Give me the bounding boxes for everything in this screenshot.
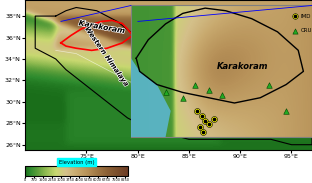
Point xyxy=(266,83,271,86)
Point xyxy=(197,125,202,128)
Point xyxy=(180,96,185,99)
Point xyxy=(163,91,168,94)
Point xyxy=(199,115,204,118)
Point xyxy=(284,109,289,112)
Point xyxy=(194,109,199,112)
Point xyxy=(211,117,216,120)
Point xyxy=(203,120,208,123)
Text: Karakoram: Karakoram xyxy=(78,18,126,35)
Point xyxy=(192,83,197,86)
Point xyxy=(206,123,211,126)
Point xyxy=(220,94,225,97)
Title: Elevation (m): Elevation (m) xyxy=(59,160,94,165)
Point xyxy=(211,117,216,120)
Point xyxy=(292,15,297,18)
Text: IMD: IMD xyxy=(301,14,311,18)
Text: Western Himalaya: Western Himalaya xyxy=(84,26,130,88)
Point xyxy=(206,88,211,91)
Text: Central Himalaya: Central Himalaya xyxy=(137,100,211,121)
Point xyxy=(203,120,208,123)
Polygon shape xyxy=(131,58,171,137)
Text: CRU: CRU xyxy=(301,28,312,33)
Point xyxy=(194,109,199,112)
Point xyxy=(206,123,211,126)
Point xyxy=(201,130,206,133)
Point xyxy=(197,125,202,128)
Text: Karakoram: Karakoram xyxy=(217,62,269,71)
Point xyxy=(292,29,297,32)
Point xyxy=(201,130,206,133)
Text: Eastern Himalaya: Eastern Himalaya xyxy=(202,118,278,133)
Point xyxy=(292,15,297,18)
Point xyxy=(199,115,204,118)
